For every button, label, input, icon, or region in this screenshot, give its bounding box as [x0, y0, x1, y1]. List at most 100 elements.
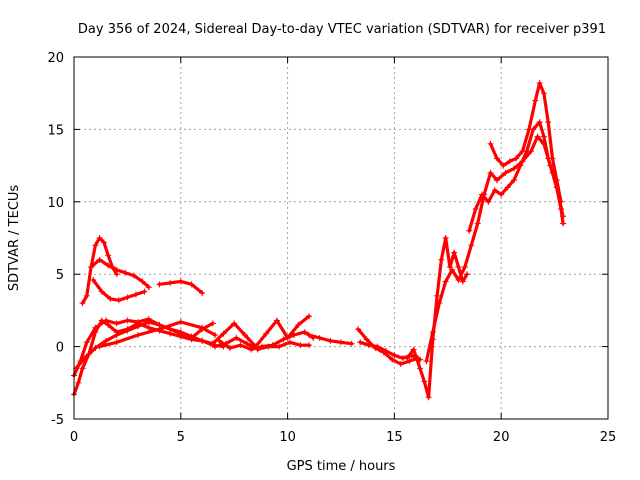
data-point-marker — [211, 343, 218, 350]
data-point-marker — [391, 352, 398, 359]
data-point-marker — [79, 300, 86, 307]
data-point-marker — [276, 343, 283, 350]
data-point-marker — [305, 342, 312, 349]
data-point-marker — [466, 227, 473, 234]
data-point-marker — [513, 155, 520, 162]
data-point-marker — [100, 239, 107, 246]
data-point-marker — [96, 256, 103, 263]
data-point-marker — [528, 148, 535, 155]
data-point-marker — [122, 269, 129, 276]
data-series — [211, 334, 312, 353]
data-point-marker — [451, 249, 458, 256]
data-point-marker — [410, 346, 417, 353]
data-point-marker — [355, 326, 362, 333]
data-point-marker — [216, 337, 223, 344]
data-point-marker — [493, 177, 500, 184]
data-point-marker — [199, 324, 206, 331]
data-point-marker — [231, 320, 238, 327]
data-point-marker — [145, 324, 152, 331]
data-point-marker — [75, 379, 82, 386]
data-point-marker — [455, 276, 462, 283]
data-point-marker — [553, 184, 560, 191]
data-series — [96, 318, 218, 350]
data-point-marker — [545, 119, 552, 126]
data-point-marker — [98, 288, 105, 295]
x-axis-label: GPS time / hours — [287, 459, 396, 474]
data-point-marker — [145, 318, 152, 325]
data-point-marker — [222, 340, 229, 347]
data-point-marker — [156, 281, 163, 288]
data-point-marker — [105, 321, 112, 328]
data-point-marker — [291, 332, 298, 339]
data-point-marker — [455, 263, 462, 270]
data-point-marker — [436, 300, 443, 307]
data-point-marker — [263, 330, 270, 337]
data-point-marker — [88, 263, 95, 270]
data-point-marker — [167, 279, 174, 286]
y-tick-labels: -5 0 5 10 15 20 — [47, 51, 64, 428]
data-point-marker — [124, 294, 131, 301]
x-tick-label: 25 — [600, 430, 617, 445]
data-point-marker — [536, 119, 543, 126]
data-point-marker — [502, 169, 509, 176]
data-point-marker — [241, 332, 248, 339]
data-point-marker — [491, 187, 498, 194]
data-point-marker — [478, 191, 485, 198]
data-point-marker — [464, 271, 471, 278]
data-point-marker — [487, 169, 494, 176]
series-trace — [89, 258, 151, 289]
data-point-marker — [417, 365, 424, 372]
data-point-marker — [286, 339, 293, 346]
data-point-marker — [105, 262, 112, 269]
data-point-marker — [113, 332, 120, 339]
data-point-marker — [438, 256, 445, 263]
data-point-marker — [130, 272, 137, 279]
data-point-marker — [113, 339, 120, 346]
data-point-marker — [549, 155, 556, 162]
data-point-marker — [209, 320, 216, 327]
y-axis-label: SDTVAR / TECUs — [7, 185, 22, 292]
data-point-marker — [519, 158, 526, 165]
data-point-marker — [540, 140, 547, 147]
data-point-marker — [96, 235, 103, 241]
x-tick-labels: 0 5 10 15 20 25 — [70, 430, 616, 445]
x-tick-label: 15 — [386, 430, 403, 445]
data-series — [404, 235, 471, 401]
data-point-marker — [113, 266, 120, 273]
data-point-marker — [511, 165, 518, 172]
data-point-marker — [397, 360, 404, 367]
data-point-marker — [434, 292, 441, 299]
data-point-marker — [547, 162, 554, 169]
data-point-marker — [177, 278, 184, 285]
series-trace — [211, 314, 311, 349]
data-point-marker — [365, 342, 372, 349]
grid — [74, 57, 608, 419]
data-point-marker — [156, 326, 163, 333]
data-point-marker — [532, 97, 539, 104]
data-point-marker — [135, 323, 142, 330]
data-point-marker — [103, 337, 110, 344]
data-point-marker — [96, 343, 103, 350]
data-point-marker — [560, 220, 567, 227]
data-point-marker — [429, 329, 436, 336]
data-point-marker — [141, 288, 148, 295]
data-point-marker — [534, 133, 541, 140]
data-point-marker — [511, 177, 518, 184]
data-point-marker — [382, 347, 389, 354]
data-point-marker — [273, 317, 280, 324]
x-tick-label: 5 — [177, 430, 185, 445]
data-point-marker — [83, 292, 90, 299]
data-point-marker — [404, 355, 411, 362]
data-point-marker — [301, 329, 308, 336]
data-point-marker — [92, 324, 99, 331]
data-point-marker — [485, 198, 492, 205]
data-point-marker — [132, 291, 139, 298]
data-point-marker — [461, 263, 468, 270]
data-point-marker — [295, 321, 302, 328]
data-point-marker — [338, 339, 344, 346]
y-tick-label: 0 — [56, 341, 64, 356]
data-point-marker — [425, 394, 432, 401]
data-point-marker — [237, 342, 244, 349]
data-point-marker — [536, 80, 543, 87]
